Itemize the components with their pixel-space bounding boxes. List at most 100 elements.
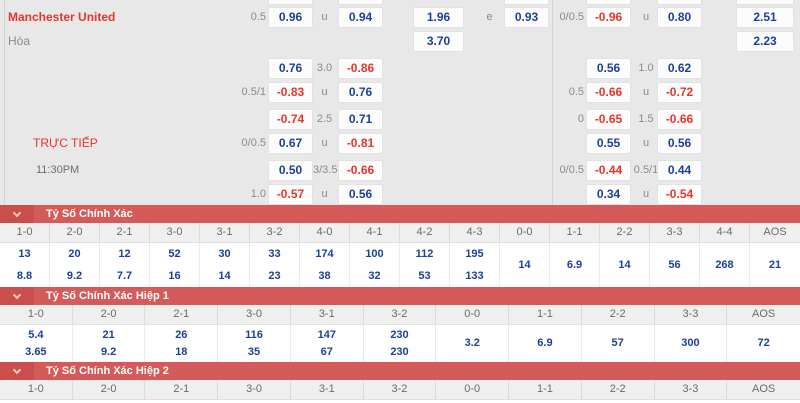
odds-value[interactable]: -0.44: [586, 160, 631, 181]
odds-value[interactable]: 3.70: [413, 31, 464, 52]
odds-value[interactable]: -0.81: [338, 133, 383, 154]
score-column-header: 1-1: [509, 305, 582, 324]
score-odds-value[interactable]: 9.2: [66, 270, 83, 282]
score-odds-value[interactable]: 38: [318, 270, 331, 282]
score-odds-value[interactable]: 100: [365, 248, 384, 260]
score-odds-value[interactable]: 133: [465, 270, 484, 282]
score-cell: 116 35: [218, 325, 291, 362]
score-odds-value[interactable]: 9.2: [100, 345, 117, 358]
score-odds-value[interactable]: 18: [175, 345, 188, 358]
odds-value[interactable]: -0.74: [268, 109, 313, 130]
collapse-button[interactable]: [0, 362, 34, 380]
odds-value[interactable]: 0.55: [586, 133, 631, 154]
odds-value[interactable]: -0.54: [657, 184, 702, 205]
odds-value-clipped: [338, 0, 383, 5]
score-column-header: 2-2: [582, 380, 655, 399]
score-cell: 3.2: [436, 325, 510, 362]
score-column-header: 1-0: [0, 305, 73, 324]
score-cell: 33 23: [250, 243, 300, 287]
odds-value[interactable]: -0.66: [338, 160, 383, 181]
score-odds-value[interactable]: 14: [518, 259, 531, 271]
odds-row: 11:30PM 0.50 3/3.5 -0.66 0/0.5 -0.44 0.5/1 0.44: [0, 160, 800, 181]
score-odds-value[interactable]: 147: [317, 328, 336, 341]
score-odds-value[interactable]: 20: [68, 248, 81, 260]
score-odds-value[interactable]: 72: [757, 337, 770, 349]
score-cell: 56: [650, 243, 700, 287]
odds-value[interactable]: -0.57: [268, 184, 313, 205]
score-odds-value[interactable]: 195: [465, 248, 484, 260]
score-column-header: 3-1: [291, 305, 364, 324]
odds-value[interactable]: 0.71: [338, 109, 383, 130]
score-odds-value[interactable]: 33: [268, 248, 281, 260]
score-odds-value[interactable]: 6.9: [537, 337, 553, 349]
section-banner[interactable]: Tỷ Số Chính Xác: [0, 205, 800, 223]
section-banner[interactable]: Tỷ Số Chính Xác Hiệp 2: [0, 362, 800, 380]
odds-value[interactable]: 0.62: [657, 58, 702, 79]
odds-value[interactable]: -0.96: [586, 7, 631, 28]
odds-value[interactable]: -0.83: [268, 82, 313, 103]
score-odds-value[interactable]: 35: [247, 345, 261, 358]
odds-value[interactable]: -0.66: [657, 109, 702, 130]
score-odds-value[interactable]: 3.65: [25, 345, 47, 358]
odds-line-label: 0.5: [250, 11, 266, 23]
odds-value[interactable]: -0.86: [338, 58, 383, 79]
score-odds-value[interactable]: 32: [368, 270, 381, 282]
score-odds-value[interactable]: 21: [768, 259, 782, 271]
odds-value[interactable]: 0.93: [504, 7, 549, 28]
score-odds-value[interactable]: 53: [418, 270, 431, 282]
odds-value[interactable]: 0.56: [586, 58, 631, 79]
odds-value[interactable]: 0.34: [586, 184, 631, 205]
score-odds-value[interactable]: 30: [218, 248, 231, 260]
score-odds-value[interactable]: 21: [102, 328, 115, 341]
score-odds-value[interactable]: 112: [415, 248, 434, 260]
odds-value[interactable]: 2.51: [736, 7, 794, 28]
score-cell: 147 67: [291, 325, 364, 362]
odds-value[interactable]: 0.76: [338, 82, 383, 103]
odds-line-label: u: [321, 11, 328, 23]
score-odds-value[interactable]: 8.8: [16, 270, 33, 282]
score-column-header: 3-2: [364, 380, 437, 399]
odds-value[interactable]: 0.94: [338, 7, 383, 28]
collapse-button[interactable]: [0, 287, 34, 305]
odds-value[interactable]: 0.50: [268, 160, 313, 181]
odds-value[interactable]: 0.56: [657, 133, 702, 154]
odds-value[interactable]: 0.56: [338, 184, 383, 205]
score-odds-value[interactable]: 300: [681, 337, 700, 349]
odds-value[interactable]: 0.44: [657, 160, 702, 181]
odds-value[interactable]: 0.96: [268, 7, 313, 28]
score-odds-value[interactable]: 6.9: [566, 259, 583, 271]
score-odds-value[interactable]: 56: [668, 259, 681, 271]
collapse-button[interactable]: [0, 205, 34, 223]
score-odds-value[interactable]: 67: [320, 345, 333, 358]
odds-value[interactable]: 2.23: [736, 31, 794, 52]
score-odds-value[interactable]: 16: [168, 270, 181, 282]
odds-value[interactable]: 0.80: [657, 7, 702, 28]
odds-value[interactable]: -0.66: [586, 82, 631, 103]
odds-value[interactable]: 0.76: [268, 58, 313, 79]
score-odds-value[interactable]: 23: [268, 270, 281, 282]
score-odds-value[interactable]: 116: [245, 328, 263, 341]
score-odds-value[interactable]: 230: [390, 328, 409, 341]
score-odds-value[interactable]: 230: [390, 345, 409, 358]
section-banner[interactable]: Tỷ Số Chính Xác Hiệp 1: [0, 287, 800, 305]
score-odds-value[interactable]: 26: [175, 328, 188, 341]
score-odds-value[interactable]: 12: [118, 248, 131, 260]
score-odds-value[interactable]: 3.2: [464, 337, 480, 349]
score-cell: 5.4 3.65: [0, 325, 73, 362]
score-odds-value[interactable]: 57: [611, 337, 624, 349]
odds-panel: Manchester United 0.5 0.96 u 0.94 1.96 e 0.93 0/…: [0, 0, 800, 205]
score-odds-value[interactable]: 52: [168, 248, 181, 260]
score-odds-value[interactable]: 14: [618, 259, 631, 271]
score-odds-value[interactable]: 5.4: [28, 328, 44, 341]
score-odds-value[interactable]: 7.7: [116, 270, 133, 282]
odds-value[interactable]: -0.72: [657, 82, 702, 103]
odds-value[interactable]: 0.67: [268, 133, 313, 154]
score-odds-value[interactable]: 14: [218, 270, 231, 282]
odds-line-label: 0: [577, 113, 584, 125]
score-odds-value[interactable]: 174: [315, 248, 334, 260]
odds-value[interactable]: -0.65: [586, 109, 631, 130]
score-odds-value[interactable]: 268: [715, 259, 734, 271]
score-odds-value[interactable]: 13: [18, 248, 31, 260]
score-column-header: 4-0: [300, 223, 350, 242]
odds-value[interactable]: 1.96: [413, 7, 464, 28]
